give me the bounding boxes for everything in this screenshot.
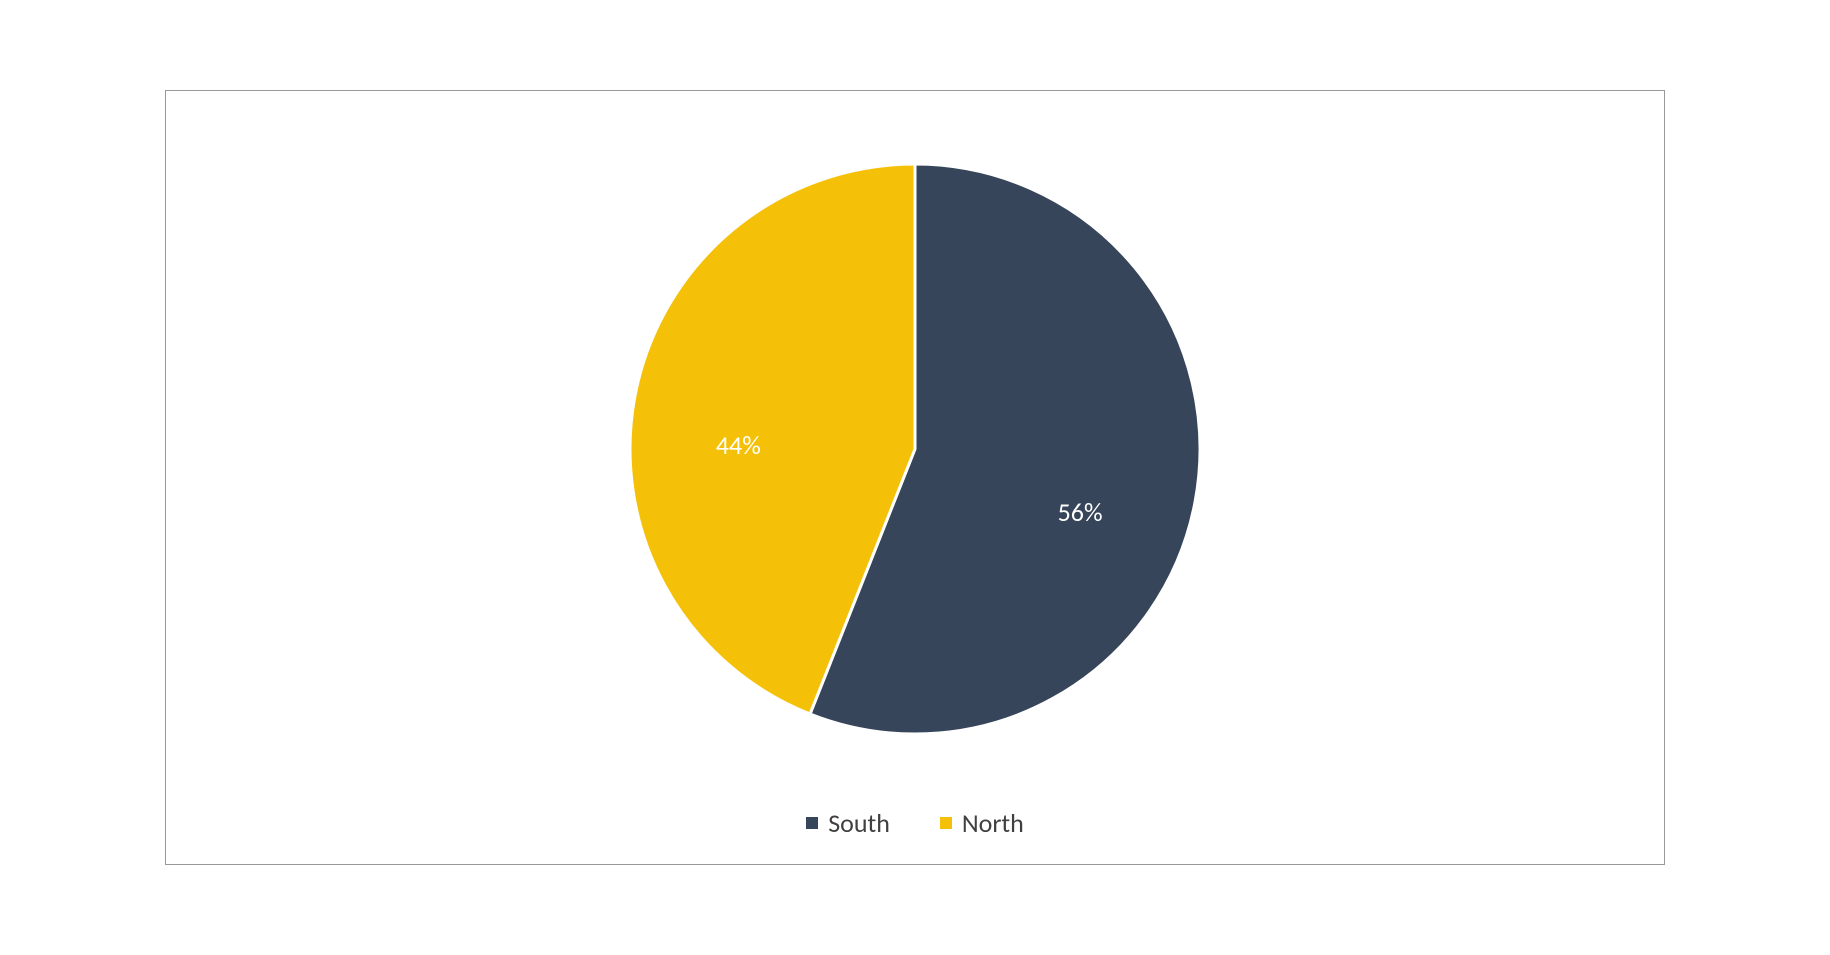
- legend-swatch: [806, 817, 818, 829]
- legend-swatch: [940, 817, 952, 829]
- legend-label: North: [962, 807, 1024, 839]
- legend-item: South: [806, 807, 890, 839]
- pie-chart-wrapper: 56% 44%: [166, 91, 1664, 807]
- legend-label: South: [828, 807, 890, 839]
- chart-container: 56% 44% South North: [165, 90, 1665, 865]
- slice-percent-label: 56%: [1058, 496, 1103, 528]
- pie-chart: 56% 44%: [630, 164, 1200, 734]
- legend-item: North: [940, 807, 1024, 839]
- slice-percent-label: 44%: [716, 429, 761, 461]
- legend: South North: [806, 807, 1024, 864]
